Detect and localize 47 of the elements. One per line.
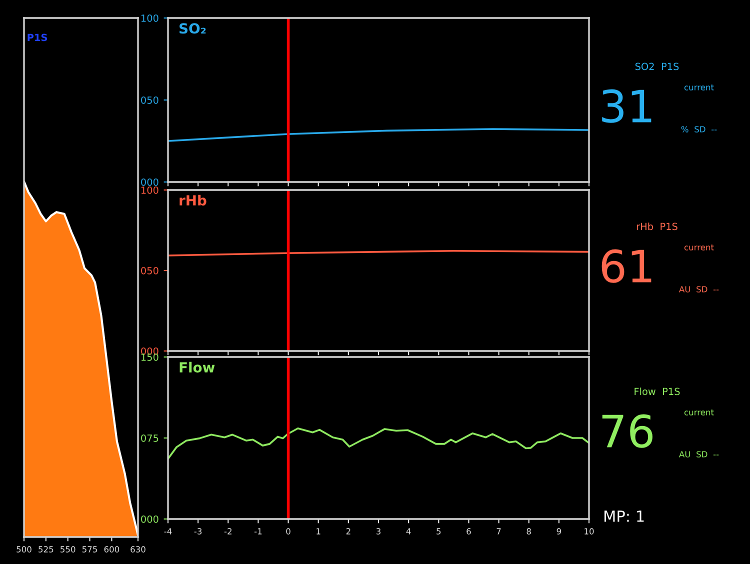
text: current [684, 244, 714, 250]
text: 61 [602, 249, 652, 283]
y-tick-label: 100 [141, 186, 158, 194]
x-tick-label: 500 [16, 546, 32, 552]
x-tick-label: -2 [224, 528, 232, 534]
y-tick-label: 075 [141, 434, 158, 442]
x-tick-label: 1 [316, 528, 320, 534]
x-tick-label: 550 [60, 546, 76, 552]
text: Flow P1S [634, 388, 680, 396]
x-tick-label: 7 [496, 528, 501, 534]
x-tick-label: 600 [104, 546, 120, 552]
x-tick-label: 630 [130, 546, 146, 552]
x-tick-label: 4 [406, 528, 411, 534]
text: AU SD -- [679, 286, 719, 292]
x-tick-label: 525 [38, 546, 54, 552]
y-tick-label: 050 [141, 96, 158, 104]
text: rHb P1S [636, 222, 678, 230]
x-tick-label: 575 [82, 546, 97, 552]
text: % SD -- [681, 126, 717, 132]
chart-title: P1S [28, 34, 48, 42]
chart-title: rHb [180, 194, 206, 206]
text: SO2 P1S [635, 62, 679, 70]
chart-title: Flow [180, 362, 215, 373]
text: AU SD -- [679, 451, 719, 458]
x-tick-label: 2 [346, 528, 350, 534]
x-tick-label: 5 [436, 528, 441, 534]
y-tick-label: 000 [141, 515, 158, 523]
x-tick-label: 10 [584, 528, 594, 534]
text: 31 [602, 89, 652, 123]
y-tick-label: 050 [141, 266, 158, 274]
y-tick-label: 000 [141, 178, 158, 186]
text: 76 [602, 414, 652, 448]
y-tick-label: 150 [141, 353, 158, 361]
y-tick-label: 000 [141, 347, 158, 355]
x-tick-label: -1 [254, 528, 262, 534]
x-tick-label: 0 [286, 528, 290, 534]
x-tick-label: 9 [556, 528, 561, 534]
text: current [684, 84, 714, 90]
text: MP: 1 [604, 510, 644, 522]
y-tick-label: 100 [141, 14, 158, 22]
x-tick-label: 8 [526, 528, 531, 534]
x-tick-label: 6 [466, 528, 471, 534]
text: current [684, 409, 714, 416]
chart-title: SO₂ [180, 23, 206, 34]
x-tick-label: 3 [376, 528, 380, 534]
x-tick-label: -3 [194, 528, 202, 534]
x-tick-label: -4 [164, 528, 172, 534]
